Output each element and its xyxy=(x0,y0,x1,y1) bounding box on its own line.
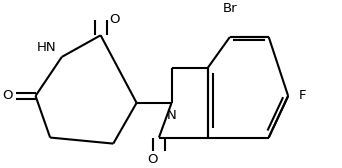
Text: O: O xyxy=(109,13,119,26)
Text: O: O xyxy=(147,153,158,166)
Text: N: N xyxy=(167,109,176,122)
Text: F: F xyxy=(298,89,306,102)
Text: HN: HN xyxy=(37,41,57,54)
Text: O: O xyxy=(2,89,13,102)
Text: Br: Br xyxy=(223,2,237,15)
